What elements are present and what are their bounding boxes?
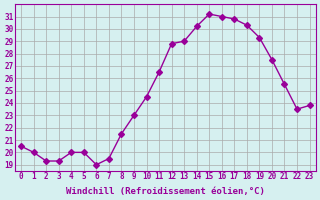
X-axis label: Windchill (Refroidissement éolien,°C): Windchill (Refroidissement éolien,°C) — [66, 187, 265, 196]
